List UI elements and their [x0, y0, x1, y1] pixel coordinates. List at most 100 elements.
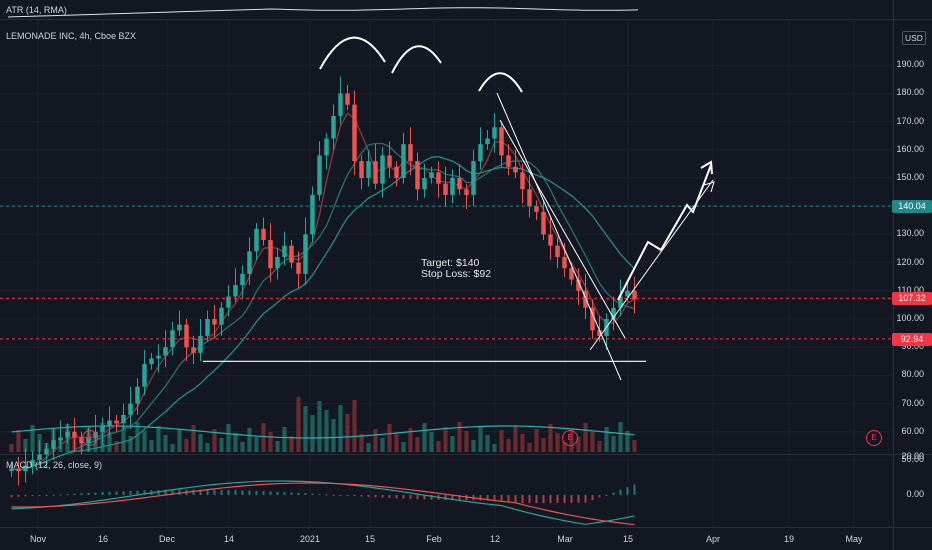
- volume-bar: [121, 427, 126, 452]
- macd-histogram-bar: [220, 489, 223, 495]
- candle: [163, 347, 168, 356]
- earnings-marker[interactable]: E: [866, 430, 882, 446]
- candle: [415, 161, 420, 190]
- macd-histogram-bar: [122, 491, 125, 495]
- earnings-marker[interactable]: E: [82, 430, 98, 446]
- time-tick-label: Dec: [158, 534, 176, 544]
- price-tick-label: 130.00: [896, 228, 924, 239]
- candle: [289, 245, 294, 263]
- price-tick-label: 110.00: [897, 284, 924, 295]
- macd-line: [11, 480, 635, 525]
- macd-histogram-bar: [10, 495, 13, 498]
- macd-histogram-bar: [290, 492, 293, 495]
- candle: [16, 468, 21, 472]
- macd-histogram-bar: [542, 495, 545, 504]
- time-tick-label: Apr: [705, 534, 721, 544]
- price-tick-label: 80.00: [901, 369, 924, 380]
- macd-histogram-bar: [619, 489, 622, 495]
- volume-bar: [205, 443, 210, 452]
- volume-bar: [219, 438, 224, 452]
- candle: [177, 324, 182, 331]
- volume-bar: [506, 439, 511, 452]
- volume-bar: [128, 436, 133, 452]
- macd-histogram-bar: [66, 494, 69, 496]
- macd-label: MACD (12, 26, close, 9): [6, 460, 103, 470]
- candle: [443, 183, 448, 195]
- signal-line: [11, 482, 635, 526]
- currency-badge[interactable]: USD: [902, 31, 926, 45]
- candle: [513, 166, 518, 173]
- price-tag-target: 140.04: [892, 200, 932, 214]
- macd-histogram-bar: [297, 492, 300, 495]
- volume-bar: [478, 426, 483, 452]
- candle: [387, 155, 392, 167]
- drawings: [203, 36, 715, 381]
- price-tick-label: 50.00: [901, 454, 924, 464]
- candle: [632, 290, 637, 300]
- candle: [618, 296, 623, 308]
- volume-bar: [499, 430, 504, 452]
- macd-histogram-bar: [514, 495, 517, 504]
- arrow-head: [700, 160, 713, 175]
- macd-histogram-bar: [206, 489, 209, 495]
- macd-histogram-bar: [458, 495, 461, 501]
- volume-bar: [23, 439, 28, 452]
- macd-histogram-bar: [73, 493, 76, 495]
- volume-bar: [191, 425, 196, 452]
- candle: [317, 155, 322, 195]
- volume-bar: [331, 419, 336, 452]
- candle: [506, 155, 511, 167]
- macd-histogram-bar: [101, 492, 104, 495]
- candle: [79, 437, 84, 444]
- macd-tick-label: 20.00: [901, 451, 924, 461]
- macd-histogram-bar: [234, 490, 237, 495]
- candle: [401, 144, 406, 178]
- volume-bar: [611, 436, 616, 452]
- volume-bar: [338, 405, 343, 452]
- earnings-marker[interactable]: E: [562, 430, 578, 446]
- candle: [436, 172, 441, 184]
- macd-histogram-bar: [325, 494, 328, 496]
- time-tick-label: 12: [489, 534, 501, 544]
- candle: [492, 127, 497, 139]
- macd-histogram-bar: [45, 495, 48, 496]
- volume-bar: [317, 401, 322, 452]
- candle: [352, 104, 357, 162]
- candle: [611, 307, 616, 319]
- macd-histogram-bar: [591, 495, 594, 501]
- candle: [205, 319, 210, 336]
- macd-histogram-bar: [17, 495, 20, 497]
- price-tick-label: 150.00: [896, 172, 924, 182]
- candle: [233, 285, 238, 297]
- volume-bar: [527, 443, 532, 452]
- macd-histogram-bar: [374, 495, 377, 498]
- candle: [198, 335, 203, 353]
- candle: [296, 262, 301, 274]
- candle: [114, 420, 119, 424]
- candle: [324, 138, 329, 156]
- volume-bar: [408, 428, 413, 452]
- macd-histogram-bar: [549, 495, 552, 504]
- candle: [128, 403, 133, 415]
- candle: [422, 178, 427, 190]
- price-tick-label: 190.00: [896, 59, 924, 70]
- candle: [485, 138, 490, 145]
- volume-bar: [604, 427, 609, 452]
- volume-bar: [30, 425, 35, 452]
- macd-histogram-bar: [87, 492, 90, 495]
- macd-histogram-bar: [318, 494, 321, 496]
- candle: [380, 155, 385, 184]
- price-tick-label: 160.00: [896, 143, 924, 154]
- volume-bar: [352, 400, 357, 452]
- macd-histogram-bar: [430, 495, 433, 500]
- volume-bar: [226, 424, 231, 452]
- candle: [569, 268, 574, 280]
- candle: [23, 465, 28, 472]
- volume-bar: [562, 442, 567, 452]
- moving-averages: [11, 112, 635, 471]
- volume-bar: [310, 415, 315, 452]
- volume-bar: [548, 424, 553, 452]
- volume-bar: [485, 435, 490, 452]
- time-tick-label: 15: [622, 534, 634, 544]
